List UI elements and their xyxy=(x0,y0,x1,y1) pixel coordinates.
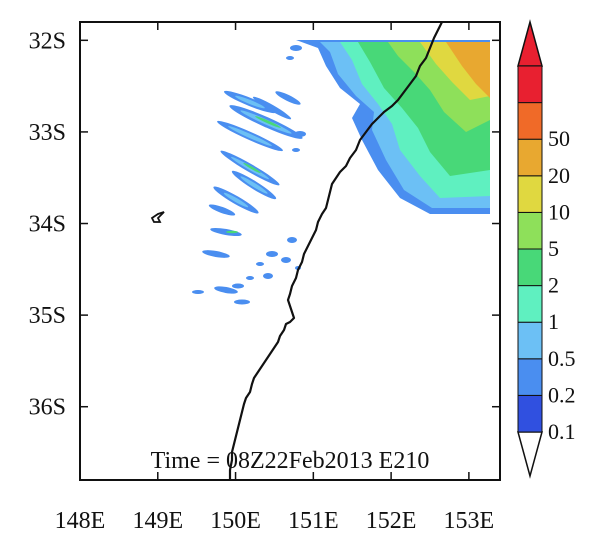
lon-tick-label: 149E xyxy=(132,508,183,534)
colorbar-level-label: 0.5 xyxy=(548,346,576,371)
colorbar-level-label: 0.2 xyxy=(548,382,576,407)
inland-rain-bands-core xyxy=(226,116,281,234)
lat-tick-label: 36S xyxy=(29,395,66,421)
colorbar-segment xyxy=(517,248,543,287)
lon-tick-label: 151E xyxy=(288,508,339,534)
lat-tick-label: 35S xyxy=(29,303,66,329)
colorbar-segment xyxy=(517,358,543,396)
lat-tick-label: 33S xyxy=(29,120,66,146)
colorbar-level-label: 1 xyxy=(548,309,559,334)
colorbar: 0.1 0.2 0.5 1 2 5 10 20 50 xyxy=(517,19,576,479)
colorbar-segment xyxy=(517,211,543,250)
lon-tick-label: 153E xyxy=(444,508,495,534)
lat-tick-label: 32S xyxy=(29,28,66,54)
colorbar-segment xyxy=(517,65,543,104)
inland-lake-outline xyxy=(150,211,165,223)
longitude-axis: 148E 149E 150E 151E 152E 153E xyxy=(55,22,495,534)
colorbar-high-end xyxy=(517,19,543,67)
lat-tick-label: 34S xyxy=(29,212,66,238)
colorbar-segment xyxy=(517,394,543,433)
colorbar-segment xyxy=(517,321,543,360)
colorbar-level-label: 2 xyxy=(548,273,559,298)
colorbar-segment xyxy=(517,102,543,140)
colorbar-segment xyxy=(517,175,543,213)
colorbar-level-label: 10 xyxy=(548,199,570,224)
latitude-axis: 32S 33S 34S 35S 36S xyxy=(29,28,500,421)
rain-area-10 xyxy=(446,42,490,98)
precipitation-field xyxy=(150,22,490,480)
colorbar-low-end xyxy=(517,431,543,479)
colorbar-segment xyxy=(517,285,543,323)
time-label: Time = 08Z22Feb2013 E210 xyxy=(151,448,430,474)
lon-tick-label: 152E xyxy=(366,508,417,534)
coastline xyxy=(228,22,443,480)
colorbar-level-label: 50 xyxy=(548,126,570,151)
colorbar-level-label: 5 xyxy=(548,236,559,261)
map-plot-area: Time = 08Z22Feb2013 E210 xyxy=(79,21,501,481)
colorbar-segment xyxy=(517,138,543,177)
lon-tick-label: 150E xyxy=(210,508,261,534)
lon-tick-label: 148E xyxy=(55,508,106,534)
colorbar-level-label: 20 xyxy=(548,163,570,188)
colorbar-level-label: 0.1 xyxy=(548,419,576,444)
